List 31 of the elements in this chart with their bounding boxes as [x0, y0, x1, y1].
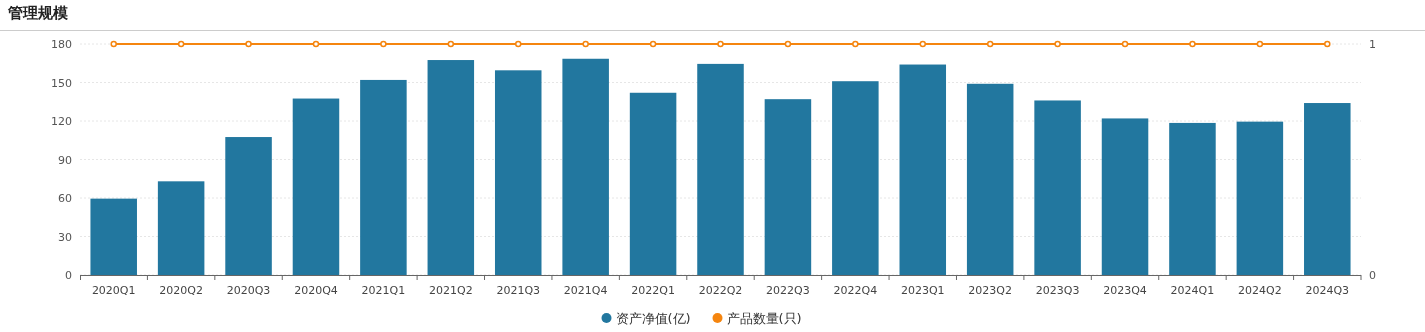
y-tick-label: 150: [51, 76, 72, 90]
x-tick-label: 2022Q1: [631, 284, 675, 297]
legend-label: 资产净值(亿): [615, 311, 691, 326]
y2-tick-label: 1: [1369, 38, 1376, 51]
y-tick-label: 180: [51, 38, 72, 51]
x-tick-label: 2021Q4: [563, 284, 608, 297]
x-tick-label: 2023Q3: [1035, 284, 1080, 297]
x-tick-label: 2021Q1: [361, 284, 406, 297]
x-tick-label: 2024Q3: [1305, 284, 1350, 297]
x-tick-label: 2023Q1: [900, 284, 945, 297]
legend-label: 产品数量(只): [726, 311, 802, 326]
x-tick-label: 2024Q1: [1170, 284, 1215, 297]
x-tick-label: 2021Q2: [428, 284, 473, 297]
x-tick-label: 2023Q4: [1103, 284, 1147, 297]
x-tick-label: 2022Q2: [698, 284, 743, 297]
x-tick-label: 2020Q3: [226, 284, 271, 297]
x-tick-label: 2022Q4: [833, 284, 878, 297]
chart-title: 管理规模: [7, 4, 69, 22]
x-tick-label: 2023Q2: [968, 284, 1013, 297]
x-tick-label: 2020Q2: [159, 284, 203, 297]
y-tick-label: 0: [65, 269, 72, 282]
x-tick-label: 2024Q2: [1238, 284, 1282, 297]
y2-tick-label: 0: [1369, 269, 1376, 282]
x-tick-label: 2020Q4: [294, 284, 338, 297]
y-tick-label: 120: [51, 115, 72, 128]
y-tick-label: 30: [58, 230, 72, 244]
x-tick-label: 2020Q1: [91, 284, 136, 297]
x-tick-label: 2022Q3: [766, 284, 810, 297]
x-tick-label: 2021Q3: [496, 284, 541, 297]
y-tick-label: 90: [58, 153, 72, 167]
y-tick-label: 60: [58, 192, 72, 205]
